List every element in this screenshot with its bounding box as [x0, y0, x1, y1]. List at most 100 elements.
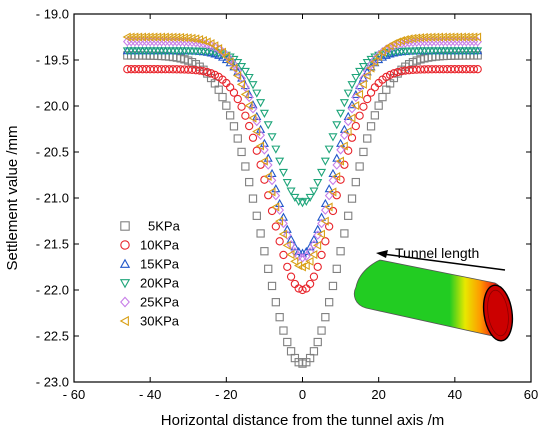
data-point — [472, 32, 482, 42]
data-point — [343, 89, 353, 98]
data-point — [248, 81, 258, 90]
data-point — [431, 32, 440, 42]
data-point — [217, 47, 226, 57]
data-point — [321, 313, 330, 322]
data-point — [203, 67, 212, 77]
data-point — [241, 82, 250, 92]
data-point — [271, 145, 281, 154]
data-point — [446, 32, 455, 42]
data-point — [374, 101, 383, 110]
data-point — [252, 89, 262, 98]
data-point — [252, 116, 262, 127]
data-point — [237, 62, 247, 72]
data-point — [343, 111, 353, 120]
x-tick-label: - 40 — [139, 387, 161, 402]
x-tick-label: - 20 — [215, 387, 237, 402]
data-point — [305, 279, 315, 289]
data-point — [206, 69, 216, 78]
data-point — [237, 73, 247, 82]
data-point — [283, 262, 292, 272]
data-point — [248, 103, 258, 114]
data-point — [290, 279, 300, 289]
data-point — [244, 89, 254, 99]
legend-marker-30KPa — [119, 315, 129, 327]
data-point — [286, 234, 296, 243]
data-point — [359, 102, 368, 111]
data-point — [137, 32, 146, 42]
data-point — [423, 32, 432, 42]
data-point — [267, 133, 277, 142]
data-point — [336, 247, 345, 256]
data-point — [301, 197, 311, 206]
x-tick-label: 40 — [448, 387, 462, 402]
data-point — [450, 32, 459, 42]
data-point — [355, 67, 365, 77]
x-tick-label: 0 — [299, 387, 306, 402]
data-point — [473, 65, 482, 74]
data-point — [229, 63, 238, 73]
data-point — [283, 337, 292, 347]
data-point — [130, 32, 139, 42]
data-point — [218, 92, 227, 102]
data-point — [244, 92, 254, 103]
y-tick-label: - 20.5 — [36, 145, 69, 160]
data-point — [164, 32, 173, 42]
series-10KPa — [123, 65, 482, 295]
data-point — [282, 224, 292, 233]
data-point — [366, 122, 376, 131]
data-point — [244, 73, 254, 83]
data-point — [408, 33, 417, 43]
data-point — [427, 32, 436, 42]
data-point — [351, 89, 361, 99]
data-point — [256, 229, 265, 238]
data-point — [286, 272, 296, 281]
data-point — [339, 141, 348, 151]
data-point — [267, 281, 277, 291]
data-point — [301, 246, 311, 256]
data-point — [385, 41, 394, 51]
data-point — [309, 187, 319, 196]
data-point — [469, 32, 478, 42]
data-point — [366, 88, 376, 97]
data-point — [297, 199, 308, 208]
data-point — [168, 32, 177, 42]
data-point — [233, 134, 242, 143]
data-point — [271, 298, 280, 307]
data-point — [320, 157, 330, 166]
legend-marker-15KPa — [119, 258, 131, 268]
data-point — [290, 256, 299, 266]
data-point — [343, 127, 352, 137]
data-point — [344, 146, 353, 155]
data-point — [229, 59, 239, 70]
data-point — [191, 34, 200, 44]
data-point — [286, 187, 296, 196]
data-point — [263, 160, 273, 170]
legend-label: 15KPa — [140, 257, 180, 272]
legend-label: 10KPa — [140, 238, 180, 253]
data-point — [377, 47, 386, 57]
data-point — [339, 99, 349, 108]
data-point — [461, 32, 470, 42]
data-point — [332, 171, 341, 182]
data-point — [252, 146, 261, 155]
data-point — [282, 230, 292, 240]
data-point — [222, 101, 231, 110]
data-point — [328, 281, 338, 291]
data-point — [229, 88, 239, 97]
tunnel-end-inner — [487, 289, 509, 337]
data-point — [332, 160, 342, 170]
data-point — [370, 83, 380, 92]
data-point — [309, 272, 319, 281]
data-point — [457, 32, 466, 42]
data-point — [336, 175, 345, 184]
data-point — [279, 326, 288, 335]
data-point — [229, 122, 239, 131]
data-point — [214, 50, 224, 59]
data-point — [271, 190, 281, 201]
data-point — [336, 145, 345, 155]
data-point — [305, 256, 314, 266]
data-point — [313, 230, 323, 240]
data-point — [400, 35, 409, 45]
data-point — [153, 32, 162, 42]
data-point — [160, 32, 169, 42]
